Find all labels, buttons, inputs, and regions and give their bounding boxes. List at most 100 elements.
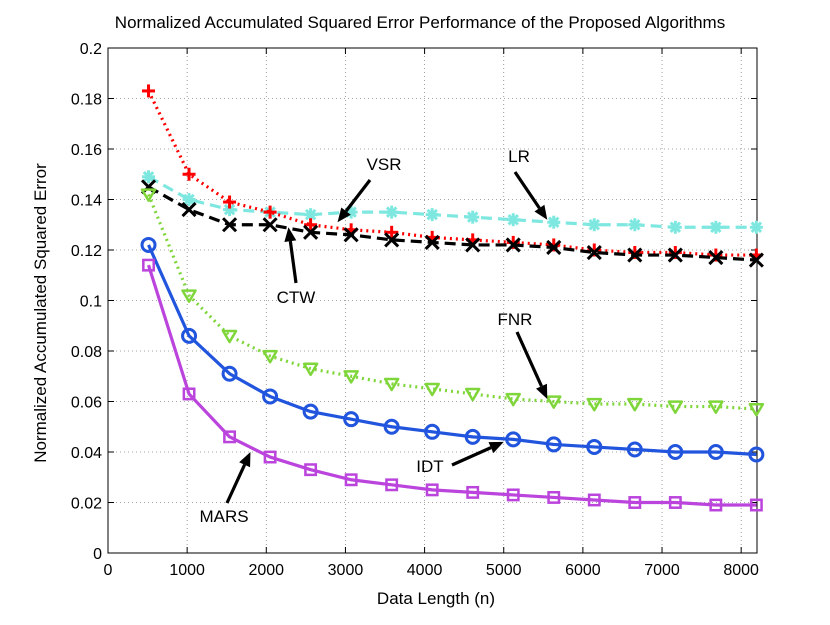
series-lr-point <box>142 170 156 184</box>
x-marker-b <box>627 247 643 263</box>
series-fnr-point <box>343 370 359 384</box>
series-mars-point <box>506 488 520 502</box>
series-mars-point <box>142 258 155 272</box>
series-fnr-point <box>546 395 562 409</box>
series-ctw-point <box>181 202 197 218</box>
series-layer <box>140 84 765 512</box>
series-fnr-point <box>221 329 238 344</box>
y-tick-label: 0.16 <box>71 142 102 159</box>
series-mars-point <box>223 430 237 444</box>
annotation-idt-arrow-shaft <box>451 446 492 467</box>
series-ctw-point <box>343 227 359 243</box>
x-tick-label: 6000 <box>565 562 601 579</box>
series-fnr-point <box>302 362 319 377</box>
series-fnr-line <box>147 193 757 411</box>
series-fnr-point <box>262 349 278 364</box>
series-fnr <box>140 188 765 417</box>
series-lr-point <box>628 218 642 232</box>
y-tick-label: 0.12 <box>71 243 102 260</box>
series-fnr-point <box>383 377 400 392</box>
x-marker-b <box>181 202 197 218</box>
x-marker-b <box>262 217 278 233</box>
series-idt-point <box>181 327 198 344</box>
chart-title: Normalized Accumulated Squared Error Per… <box>115 13 725 32</box>
x-marker-b <box>303 224 319 240</box>
series-idt-point <box>586 438 603 455</box>
series-idt-point <box>667 444 684 460</box>
asterisk-marker-d2 <box>588 219 601 231</box>
series-idt-point <box>424 423 441 440</box>
series-ctw <box>140 179 764 268</box>
asterisk-marker-d2 <box>304 208 317 221</box>
series-ctw-point <box>384 232 400 248</box>
series-mars-point <box>425 483 439 497</box>
series-fnr-point <box>748 402 765 417</box>
asterisk-marker-d2 <box>183 193 195 206</box>
axis-ticks: 0 1000 2000 3000 4000 5000 6000 7000 8000 0 0.02 0.… <box>71 41 759 579</box>
series-lr-point <box>749 220 763 234</box>
asterisk-marker-d2 <box>669 221 682 234</box>
series-idt-point <box>505 431 522 448</box>
series-idt-point <box>464 428 481 445</box>
series-idt-point <box>707 444 724 460</box>
asterisk-marker-d2 <box>223 203 236 216</box>
series-lr-point <box>587 218 601 232</box>
x-tick-label: 0 <box>104 562 113 579</box>
x-marker-b <box>424 234 440 250</box>
series-mars-line <box>146 264 757 507</box>
series-lr-point <box>385 205 399 219</box>
series-mars-point <box>304 463 318 477</box>
x-tick-label: 4000 <box>407 562 443 579</box>
x-tick-label: 5000 <box>486 562 522 579</box>
asterisk-marker-d2 <box>385 206 398 218</box>
series-idt-line <box>147 244 757 457</box>
series-idt <box>140 236 765 463</box>
x-marker-b <box>505 237 521 253</box>
asterisk-marker-d2 <box>142 171 155 183</box>
series-lr-point <box>709 220 723 234</box>
annotation-mars-arrow-head <box>239 452 251 468</box>
y-tick-label: 0.14 <box>71 193 102 210</box>
series-vsr-point <box>223 195 237 209</box>
annotation-mars-arrow-shaft <box>225 464 247 504</box>
series-ctw-point <box>303 224 319 240</box>
series-ctw-line <box>147 185 757 262</box>
series-lr-point <box>425 208 439 222</box>
series-idt-point <box>748 446 765 463</box>
annotation-ctw-arrow-shaft <box>288 240 298 284</box>
series-ctw-point <box>708 250 724 266</box>
series-ctw-point <box>222 217 238 233</box>
series-lr-point <box>668 220 682 234</box>
x-marker-b <box>586 244 602 261</box>
annotation-idt-arrow-head <box>488 441 504 454</box>
annotation-idt-label: IDT <box>416 457 443 476</box>
series-mars-point <box>466 485 480 499</box>
series-ctw-point <box>748 252 764 268</box>
asterisk-marker-d2 <box>507 213 519 226</box>
x-tick-label: 7000 <box>644 562 680 579</box>
annotation-vsr-arrow-head <box>337 207 351 223</box>
series-fnr-point <box>424 382 440 397</box>
series-ctw-point <box>262 217 278 233</box>
x-marker-b <box>222 217 238 233</box>
series-ctw-point <box>627 247 643 263</box>
series-vsr-point <box>142 84 156 98</box>
x-tick-label: 1000 <box>169 562 205 579</box>
series-ctw-point <box>424 234 440 250</box>
series-mars-point <box>547 491 561 504</box>
y-tick-label: 0.2 <box>80 41 102 58</box>
asterisk-marker-d2 <box>750 221 763 234</box>
annotation-ctw-arrow-head <box>284 227 297 242</box>
series-vsr <box>142 84 763 262</box>
grid-lines <box>108 47 757 553</box>
x-tick-label: 3000 <box>328 562 364 579</box>
series-idt-point <box>221 365 238 382</box>
annotation-ctw-label: CTW <box>277 288 316 307</box>
series-idt-point <box>140 236 157 253</box>
series-fnr-point <box>505 392 521 407</box>
series-ctw-point <box>505 237 521 253</box>
x-axis-label: Data Length (n) <box>377 589 495 608</box>
series-fnr-point <box>586 397 603 412</box>
series-lr-point <box>466 210 480 224</box>
annotation-fnr-arrow-head <box>536 383 548 399</box>
